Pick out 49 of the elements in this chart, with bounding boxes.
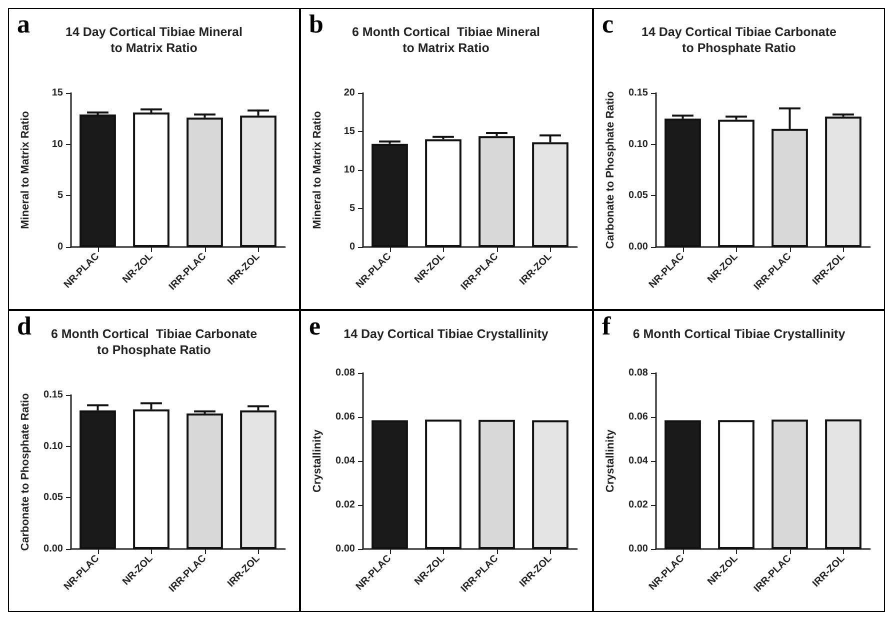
y-axis-title: Carbonate to Phosphate Ratio [604, 90, 616, 249]
text: d [17, 312, 32, 340]
text: c [602, 10, 614, 38]
chart-title: 6 Month Cortical Tibiae Carbonate to Phosphate Ratio [50, 327, 258, 357]
y-tick-label: 5 [57, 190, 64, 202]
y-tick-label: 10 [344, 164, 356, 176]
y-tick-label: 15 [52, 88, 64, 98]
bar [425, 139, 462, 247]
text: a [17, 10, 30, 38]
chart-title: 14 Day Cortical Tibiae Carbonate to Phosphate Ratio [641, 25, 836, 55]
y-tick-label: 0.00 [336, 544, 356, 554]
y-tick-label: 0.15 [44, 390, 64, 400]
text: e [309, 312, 321, 340]
y-tick-label: 0 [57, 242, 64, 252]
chart-title: 6 Month Cortical Tibiae Crystallinity [632, 327, 845, 341]
text: b [309, 10, 324, 38]
bar [718, 120, 754, 247]
y-axis-title: Crystallinity [604, 428, 616, 492]
y-tick-label: 5 [350, 203, 356, 214]
y-tick-label: 0.05 [44, 492, 64, 504]
text: f [602, 312, 611, 340]
y-tick-label: 0.10 [628, 138, 648, 150]
y-tick-label: 0.08 [336, 368, 356, 378]
bar [478, 136, 516, 247]
y-tick-label: 0.02 [628, 500, 648, 510]
y-tick-label: 0.15 [628, 88, 648, 98]
y-axis-title: Mineral to Matrix Ratio [20, 110, 32, 229]
chart-title: 6 Month Cortical Tibiae Mineral to Matrix Ratio [352, 25, 540, 55]
y-tick-label: 0.10 [44, 440, 64, 452]
y-axis-title: Carbonate to Phosphate Ratio [20, 392, 32, 551]
chart-title: 14 Day Cortical Tibiae Crystallinity [344, 327, 549, 341]
y-tick-label: 10 [52, 138, 64, 150]
bar [824, 116, 862, 247]
y-axis-title: Mineral to Matrix Ratio [312, 110, 324, 229]
y-tick-label: 0.04 [628, 456, 648, 466]
y-tick-label: 0.06 [628, 412, 648, 422]
chart-title: 14 Day Cortical Tibiae Mineral to Matrix Ratio [66, 25, 242, 55]
y-tick-label: 20 [344, 88, 356, 98]
y-tick-label: 0 [350, 242, 356, 252]
y-tick-label: 0.08 [628, 368, 648, 378]
y-axis-title: Crystallinity [312, 428, 324, 492]
y-tick-label: 0.00 [628, 544, 648, 554]
y-tick-label: 0.05 [628, 190, 648, 202]
y-tick-label: 0.00 [628, 242, 648, 252]
y-tick-label: 0.04 [336, 456, 356, 466]
y-tick-label: 15 [344, 126, 356, 137]
y-tick-label: 0.00 [44, 544, 64, 554]
y-tick-label: 0.06 [336, 412, 356, 422]
y-tick-label: 0.02 [336, 500, 356, 510]
